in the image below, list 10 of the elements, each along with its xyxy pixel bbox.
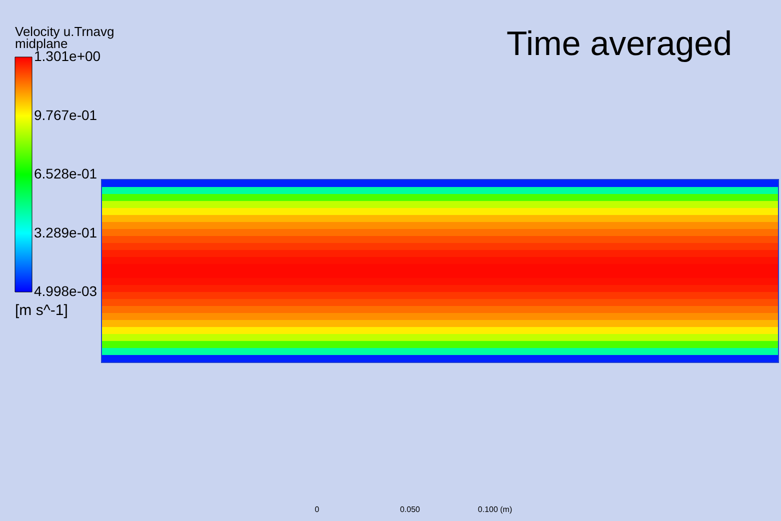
text: 0.050 (400, 505, 421, 514)
color-bar-title: Velocity u.Trnavg midplane (15, 24, 114, 51)
color-bar-label: 3.289e-01 (34, 224, 98, 240)
color-bar-label: 4.998e-03 (34, 283, 98, 299)
color-bar-label: 9.767e-01 (34, 106, 98, 123)
text: 0 (314, 505, 320, 514)
text: 0.100 (m) (478, 505, 512, 514)
text: [m s^-1] (15, 302, 68, 319)
color-bar-label: 6.528e-01 (34, 166, 98, 182)
chart-title: Time averaged (506, 25, 732, 63)
